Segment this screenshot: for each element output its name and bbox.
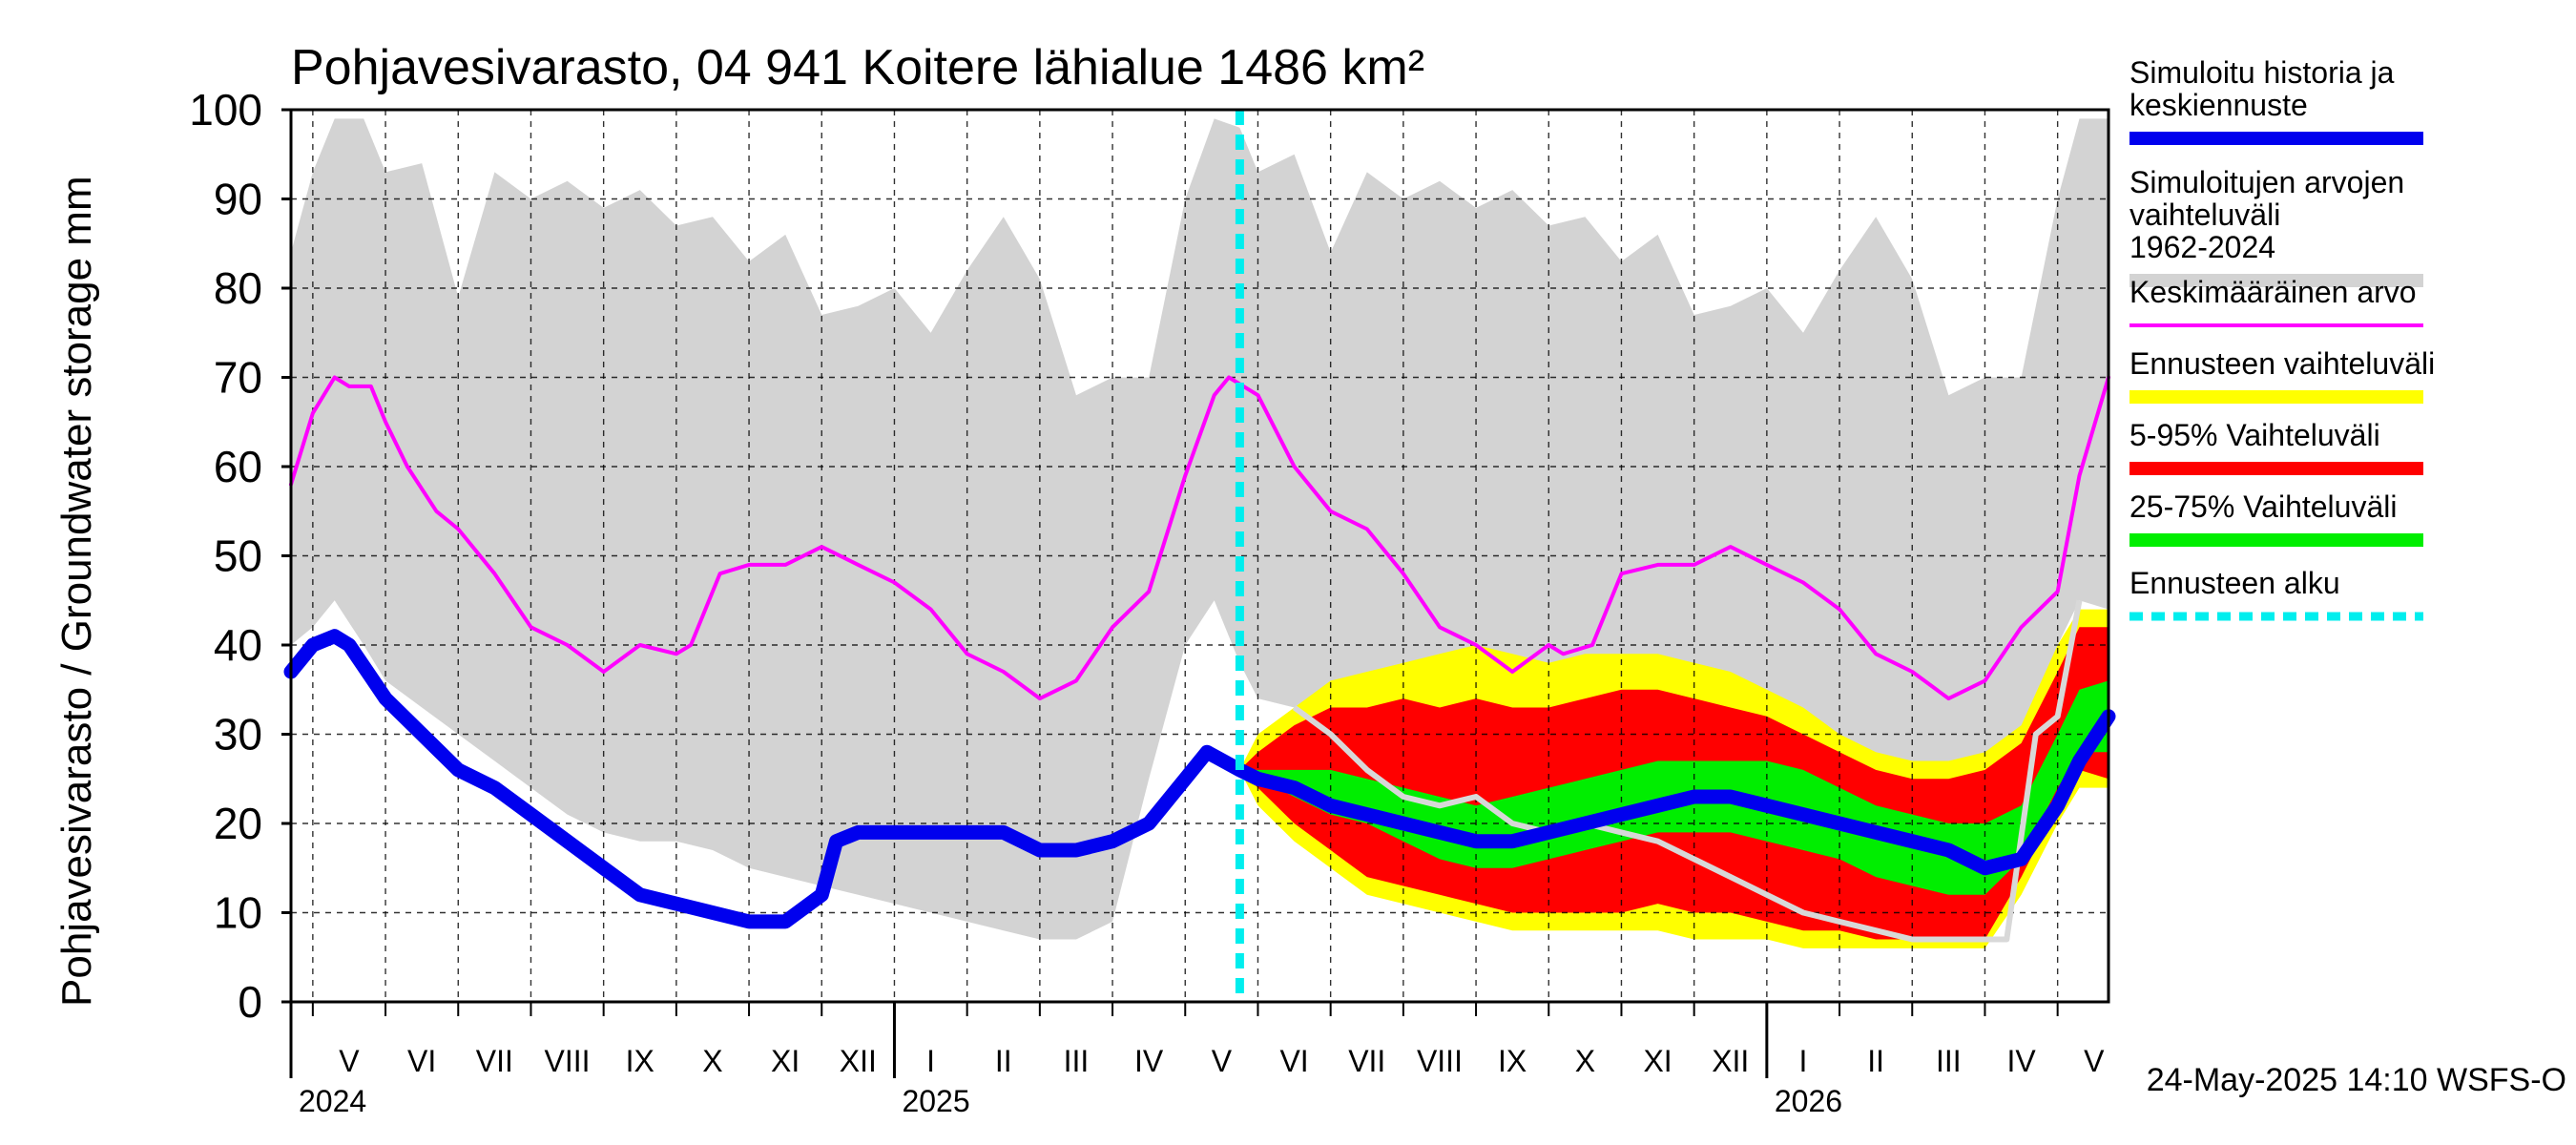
legend-label: Ennusteen alku — [2129, 566, 2340, 600]
x-month-label: VII — [476, 1044, 513, 1078]
y-tick-label: 80 — [214, 263, 262, 313]
legend-item-ennusteen-alku: Ennusteen alku — [2129, 566, 2423, 621]
x-month-label: I — [1799, 1044, 1808, 1078]
x-month-label: V — [339, 1044, 360, 1078]
legend-item-simuloitujen-arvojen-vaihteluv-li-1962-2024: Simuloitujen arvojenvaihteluväli1962-202… — [2129, 165, 2423, 287]
series-keskim-r-inen-arvo — [289, 375, 2110, 701]
chart-title: Pohjavesivarasto, 04 941 Koitere lähialu… — [291, 40, 1424, 95]
x-month-label: IV — [1134, 1044, 1164, 1078]
y-tick-label: 20 — [214, 799, 262, 848]
y-tick-label: 10 — [214, 888, 262, 938]
legend-item-ennusteen-vaihteluv-li: Ennusteen vaihteluväli — [2129, 346, 2435, 404]
legend-item-25-75-vaihteluv-li: 25-75% Vaihteluväli — [2129, 489, 2423, 547]
y-tick-label: 70 — [214, 353, 262, 403]
footer-timestamp: 24-May-2025 14:10 WSFS-O — [2147, 1062, 2566, 1098]
legend-label: 5-95% Vaihteluväli — [2129, 418, 2380, 452]
x-month-label: XII — [840, 1044, 877, 1078]
x-month-label: I — [926, 1044, 935, 1078]
legend-label: keskiennuste — [2129, 88, 2308, 122]
legend-label: Simuloitujen arvojen — [2129, 165, 2404, 199]
y-tick-label: 100 — [189, 85, 262, 135]
x-month-label: II — [995, 1044, 1012, 1078]
x-month-label: V — [2084, 1044, 2105, 1078]
legend-label: Keskimääräinen arvo — [2129, 275, 2417, 309]
x-year-label: 2025 — [902, 1084, 969, 1118]
simulated-trace-line — [1292, 599, 2083, 943]
legend-label: Simuloitu historia ja — [2129, 55, 2395, 90]
y-tick-label: 40 — [214, 620, 262, 670]
x-month-label: XI — [1643, 1044, 1672, 1078]
x-month-label: III — [1064, 1044, 1090, 1078]
series-simuloitu-historia-ja-keskiennuste — [283, 629, 2116, 929]
x-month-label: VI — [407, 1044, 436, 1078]
x-year-label: 2026 — [1775, 1084, 1842, 1118]
x-month-label: VII — [1348, 1044, 1385, 1078]
y-tick-label: 60 — [214, 442, 262, 491]
y-tick-label: 90 — [214, 175, 262, 224]
x-month-label: IX — [1498, 1044, 1527, 1078]
x-month-label: X — [1575, 1044, 1595, 1078]
y-tick-label: 0 — [238, 977, 262, 1027]
legend-label: vaihteluväli — [2129, 198, 2280, 232]
legend-item-5-95-vaihteluv-li: 5-95% Vaihteluväli — [2129, 418, 2423, 475]
legend-item-keskim-r-inen-arvo: Keskimääräinen arvo — [2129, 275, 2423, 327]
x-month-label: III — [1936, 1044, 1962, 1078]
x-month-label: IV — [2006, 1044, 2036, 1078]
x-month-label: IX — [626, 1044, 654, 1078]
x-month-label: VIII — [545, 1044, 591, 1078]
x-month-label: II — [1867, 1044, 1884, 1078]
legend: Simuloitu historia jakeskiennusteSimuloi… — [2129, 55, 2435, 621]
x-month-label: VIII — [1417, 1044, 1463, 1078]
x-month-label: XI — [771, 1044, 800, 1078]
legend-label: 25-75% Vaihteluväli — [2129, 489, 2397, 524]
y-axis-label: Pohjavesivarasto / Groundwater storage m… — [53, 176, 100, 1007]
x-month-label: V — [1212, 1044, 1233, 1078]
x-year-label: 2024 — [299, 1084, 366, 1118]
legend-label: Ennusteen vaihteluväli — [2129, 346, 2435, 381]
x-month-label: VI — [1279, 1044, 1308, 1078]
x-month-label: XII — [1712, 1044, 1749, 1078]
y-tick-label: 50 — [214, 531, 262, 581]
y-tick-label: 30 — [214, 710, 262, 760]
legend-label: 1962-2024 — [2129, 230, 2275, 264]
x-month-label: X — [702, 1044, 722, 1078]
